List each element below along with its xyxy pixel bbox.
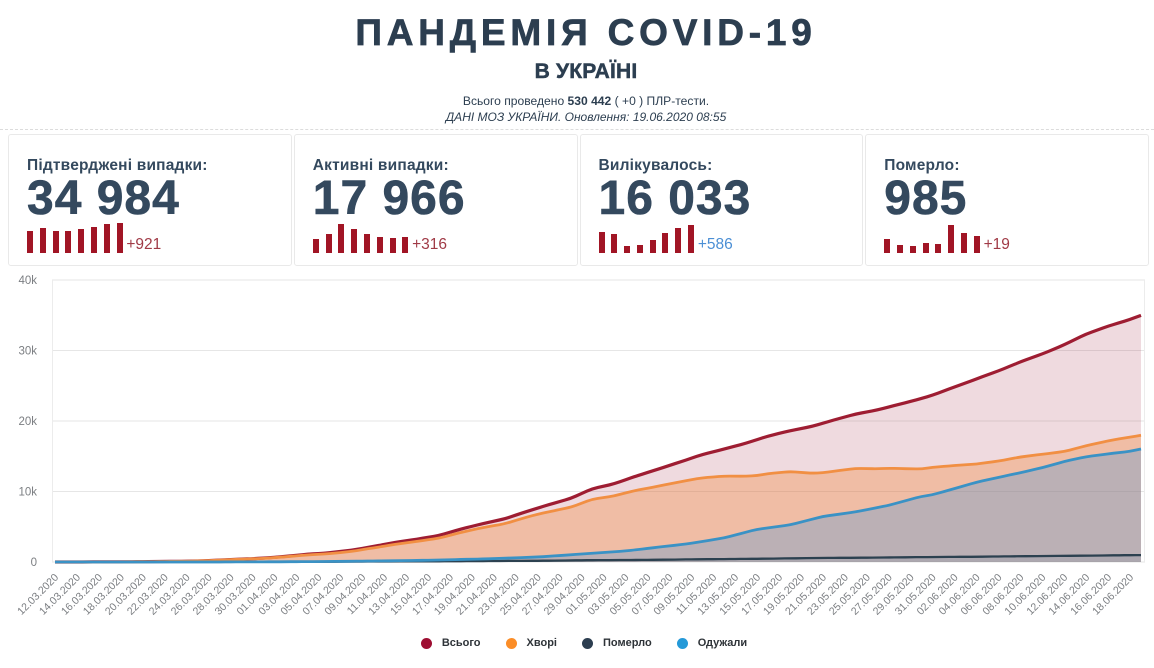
svg-text:20k: 20k: [18, 416, 37, 428]
svg-text:30k: 30k: [18, 346, 37, 358]
svg-text:40k: 40k: [18, 275, 37, 287]
svg-text:0: 0: [31, 557, 37, 569]
svg-text:10k: 10k: [18, 487, 37, 499]
